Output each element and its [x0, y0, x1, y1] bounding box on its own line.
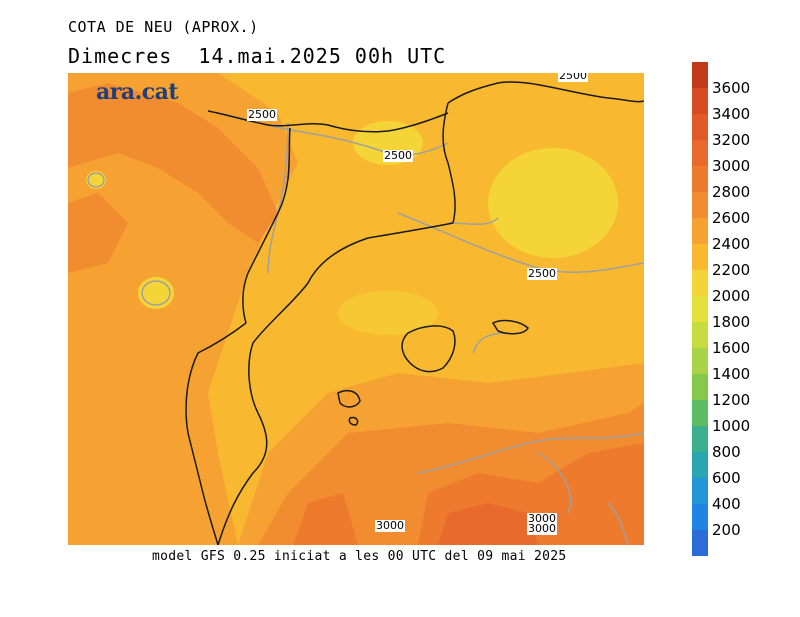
colorbar-label: 3200 — [712, 131, 751, 149]
field-2400-nw-spot — [86, 171, 106, 189]
colorbar-segment — [692, 140, 708, 166]
colorbar-segment — [692, 192, 708, 218]
map-svg — [68, 73, 644, 545]
colorbar-label: 3400 — [712, 105, 751, 123]
colorbar-segment — [692, 426, 708, 452]
colorbar-label: 1800 — [712, 313, 751, 331]
colorbar-label: 200 — [712, 521, 741, 539]
menorca-outline — [491, 319, 529, 335]
colorbar-label: 2400 — [712, 235, 751, 253]
field-3200-patch — [438, 503, 538, 545]
colorbar-segment — [692, 400, 708, 426]
colorbar-segment — [692, 62, 708, 88]
mallorca-outline — [401, 325, 456, 373]
contour-label-3000: 3000 — [375, 519, 405, 532]
contour-label-2500: 2500 — [383, 149, 413, 162]
colorbar-segment — [692, 374, 708, 400]
colorbar-label: 3600 — [712, 79, 751, 97]
contour-label-3000: 3000 — [527, 512, 557, 525]
colorbar-segment — [692, 296, 708, 322]
contour-label-2500: 2500 — [527, 267, 557, 280]
colorbar-label: 600 — [712, 469, 741, 487]
field-3000-south-west — [293, 493, 358, 545]
coastlines — [185, 81, 644, 545]
colorbar-segment — [692, 270, 708, 296]
colorbar-segment — [692, 244, 708, 270]
colorbar-label: 2200 — [712, 261, 751, 279]
colorbar-label: 1000 — [712, 417, 751, 435]
snow-level-map: ara.cat 2500 2500 2500 2500 3000 3000 30… — [68, 73, 644, 545]
field-2400-south-sea — [338, 291, 438, 335]
colorbar — [692, 62, 708, 556]
chart-title: COTA DE NEU (APROX.) — [68, 18, 259, 36]
colorbar-label: 400 — [712, 495, 741, 513]
colorbar-label: 2800 — [712, 183, 751, 201]
contour-lines — [87, 112, 644, 545]
colorbar-label: 3000 — [712, 157, 751, 175]
contour-label-3000: 3000 — [527, 522, 557, 535]
field-2800-west-mid — [68, 193, 128, 273]
colorbar-segment — [692, 218, 708, 244]
colorbar-segment — [692, 504, 708, 530]
colorbar-label: 1600 — [712, 339, 751, 357]
colorbar-label: 1200 — [712, 391, 751, 409]
colorbar-segment — [692, 348, 708, 374]
colorbar-label: 800 — [712, 443, 741, 461]
colorbar-segment — [692, 114, 708, 140]
colorbar-segment — [692, 322, 708, 348]
colorbar-label: 2600 — [712, 209, 751, 227]
colorbar-segment — [692, 530, 708, 556]
field-2400-west-spot — [138, 277, 174, 309]
contour-label-2500: 2500 — [558, 73, 588, 82]
colorbar-segment — [692, 88, 708, 114]
field-2800-northwest — [68, 83, 278, 243]
contour-label-2500: 2500 — [247, 108, 277, 121]
colorbar-segment — [692, 452, 708, 478]
chart-footer: model GFS 0.25 iniciat a les 00 UTC del … — [152, 549, 567, 564]
field-2400-east — [488, 148, 618, 258]
chart-subtitle: Dimecres 14.mai.2025 00h UTC — [68, 44, 447, 68]
colorbar-label: 2000 — [712, 287, 751, 305]
ara-cat-logo[interactable]: ara.cat — [96, 79, 179, 105]
colorbar-segment — [692, 166, 708, 192]
eivissa-outline — [337, 389, 361, 408]
colorbar-label: 1400 — [712, 365, 751, 383]
colorbar-segment — [692, 478, 708, 504]
